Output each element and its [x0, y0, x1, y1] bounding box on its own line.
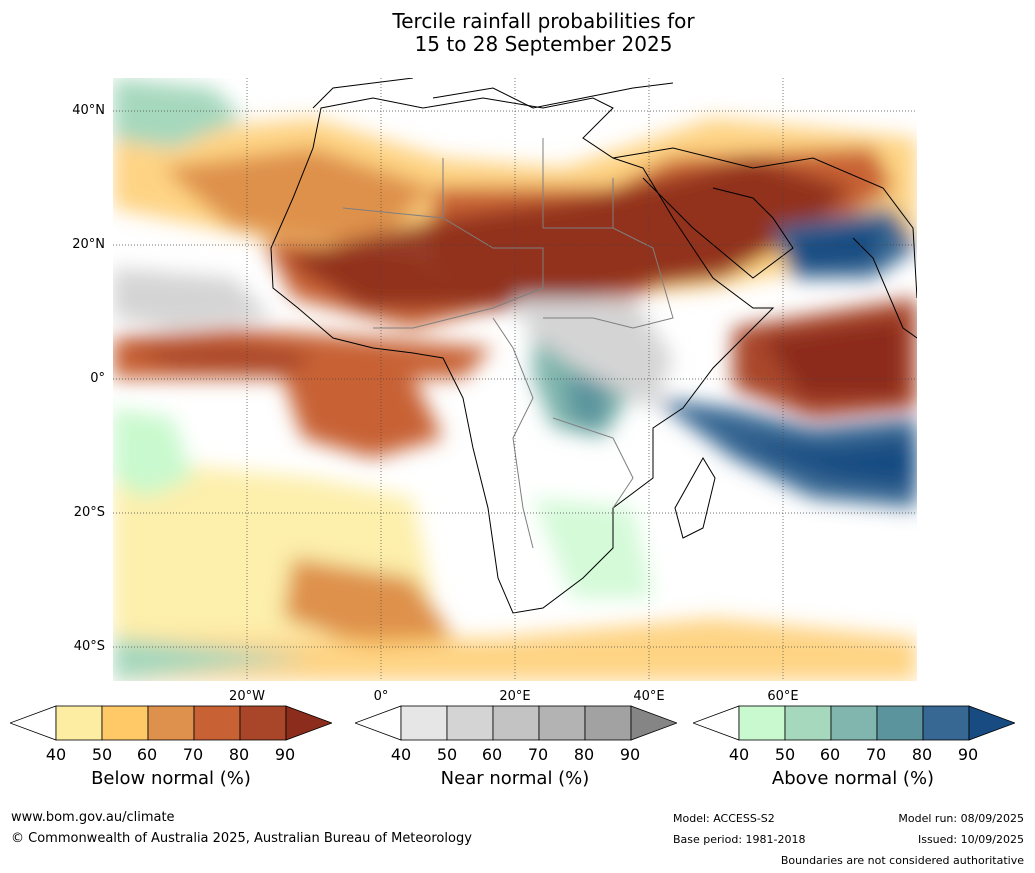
- colorbar-below-normal: [10, 705, 332, 741]
- colorbar-extend-high: [968, 705, 1015, 741]
- colorbar-extend-high: [285, 705, 332, 741]
- map-title: Tercile rainfall probabilities for 15 to…: [0, 10, 1035, 56]
- colorbar-segment: [738, 705, 786, 741]
- colorbar-segment: [55, 705, 103, 741]
- lat-label-20n: 20°N: [72, 237, 105, 252]
- above-tick-60: 60: [819, 745, 841, 764]
- colorbar-segment: [193, 705, 241, 741]
- footer-model: Model: ACCESS-S2: [673, 812, 775, 825]
- rainfall-probability-map: [113, 78, 917, 681]
- near-tick-60: 60: [481, 745, 503, 764]
- below-tick-70: 70: [182, 745, 204, 764]
- near-tick-40: 40: [390, 745, 412, 764]
- colorbar-segment: [147, 705, 195, 741]
- colorbar-near-normal-segments: [355, 705, 677, 741]
- footer-issued: Issued: 10/09/2025: [917, 833, 1024, 846]
- footer-copyright: © Commonwealth of Australia 2025, Austra…: [11, 831, 472, 846]
- below-tick-90: 90: [274, 745, 296, 764]
- near-tick-90: 90: [619, 745, 641, 764]
- title-line-1: Tercile rainfall probabilities for: [392, 9, 695, 33]
- lon-label-0: 0°: [373, 689, 389, 704]
- above-tick-50: 50: [774, 745, 796, 764]
- colorbar-segment: [784, 705, 832, 741]
- coastline: [270, 97, 775, 614]
- near-tick-50: 50: [436, 745, 458, 764]
- colorbar-segment: [446, 705, 494, 741]
- colorbar-segment: [538, 705, 586, 741]
- colorbar-below-normal-label: Below normal (%): [91, 768, 251, 789]
- below-tick-40: 40: [45, 745, 67, 764]
- lon-label-40e: 40°E: [633, 689, 665, 704]
- footer-base-period: Base period: 1981-2018: [673, 833, 806, 846]
- colorbar-segment: [101, 705, 149, 741]
- lon-label-20e: 20°E: [499, 689, 531, 704]
- colorbar-segment: [584, 705, 632, 741]
- colorbar-extend-low: [355, 705, 402, 741]
- colorbar-near-normal-label: Near normal (%): [440, 768, 590, 789]
- above-tick-80: 80: [911, 745, 933, 764]
- below-tick-60: 60: [136, 745, 158, 764]
- graticule: [113, 78, 917, 681]
- below-tick-50: 50: [91, 745, 113, 764]
- footer-website: www.bom.gov.au/climate: [11, 810, 175, 825]
- colorbar-extend-low: [693, 705, 740, 741]
- colorbar-segment: [492, 705, 540, 741]
- above-tick-40: 40: [728, 745, 750, 764]
- colorbar-segment: [830, 705, 878, 741]
- colorbar-above-normal-label: Above normal (%): [771, 768, 935, 789]
- colorbar-extend-low: [10, 705, 57, 741]
- title-line-2: 15 to 28 September 2025: [414, 32, 673, 56]
- lon-label-20w: 20°W: [229, 689, 265, 704]
- above-tick-90: 90: [957, 745, 979, 764]
- above-tick-70: 70: [865, 745, 887, 764]
- below-tick-80: 80: [228, 745, 250, 764]
- lat-label-20s: 20°S: [73, 505, 105, 520]
- colorbar-below-normal-segments: [10, 705, 332, 741]
- colorbar-above-normal: [693, 705, 1015, 741]
- country-borders: [342, 138, 674, 549]
- colorbar-extend-high: [630, 705, 677, 741]
- lat-label-40n: 40°N: [72, 103, 105, 118]
- near-tick-80: 80: [573, 745, 595, 764]
- footer-disclaimer: Boundaries are not considered authoritat…: [780, 854, 1024, 867]
- colorbar-segment: [876, 705, 924, 741]
- lat-label-40s: 40°S: [73, 639, 105, 654]
- colorbar-near-normal: [355, 705, 677, 741]
- lon-label-60e: 60°E: [767, 689, 799, 704]
- lat-label-0: 0°: [90, 371, 105, 386]
- colorbar-above-normal-segments: [693, 705, 1015, 741]
- footer-model-run: Model run: 08/09/2025: [898, 812, 1024, 825]
- colorbar-segment: [400, 705, 448, 741]
- near-tick-70: 70: [527, 745, 549, 764]
- colorbar-segment: [922, 705, 970, 741]
- colorbar-segment: [239, 705, 287, 741]
